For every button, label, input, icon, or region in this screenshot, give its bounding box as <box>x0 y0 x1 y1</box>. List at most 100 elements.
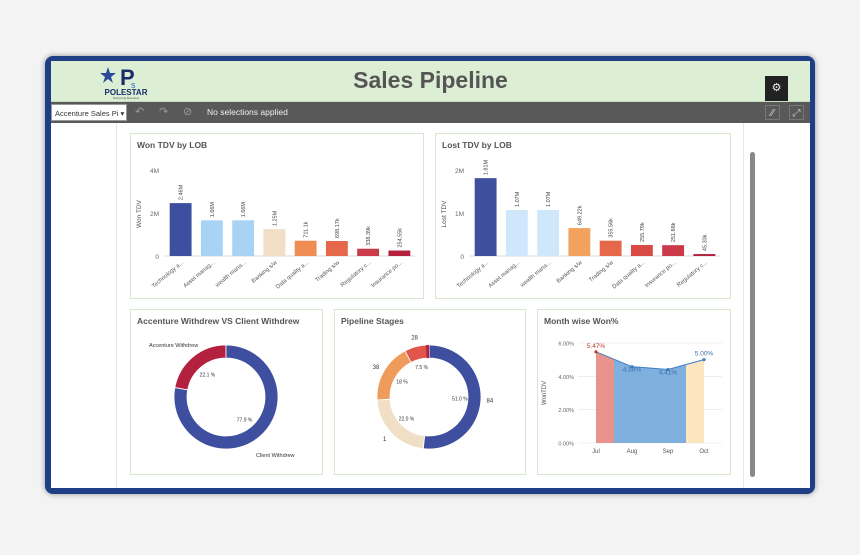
month-xtick: Sep <box>663 449 674 455</box>
month-ytick: 6.00% <box>558 342 574 348</box>
withdraw-pct-label: 22.1 % <box>200 373 216 379</box>
won-ylabel: Won TDV <box>136 199 143 228</box>
month-point <box>630 365 634 369</box>
lost-bar-label: 1.07M <box>546 191 552 207</box>
month-title: Month wise Won% <box>544 316 619 326</box>
month-ytick: 2.00% <box>558 408 574 414</box>
month-line <box>595 351 705 371</box>
month-area-segment <box>650 364 686 443</box>
month-point-label: 4.58% <box>623 367 642 374</box>
pipeline-count-label: 28 <box>411 336 418 342</box>
app-selector-value: Accenture Sales Pi <box>55 109 119 118</box>
pipeline-count-label: 38 <box>373 365 380 371</box>
pipeline-pct-label: 22.0 % <box>399 416 415 422</box>
month-xtick: Aug <box>627 449 638 455</box>
won-bar <box>169 203 192 256</box>
lost-category-label: wealth mana... <box>519 260 553 290</box>
month-xtick: Jul <box>592 449 600 455</box>
won-ytick: 4M <box>150 168 159 175</box>
lost-bar <box>662 245 685 256</box>
svg-text:P: P <box>120 65 135 89</box>
expand-icon[interactable]: ⤢ <box>789 105 804 120</box>
selection-status: No selections applied <box>207 107 288 117</box>
pipeline-count-label: 1 <box>383 437 387 443</box>
lost-category-label: Data quality a... <box>611 260 646 291</box>
lost-bar <box>599 240 622 256</box>
month-point-label: 4.41% <box>659 370 678 377</box>
lost-ylabel: Lost TDV <box>441 200 448 228</box>
app-screen: P s POLESTAR Delivering Business Sales P… <box>51 61 810 488</box>
step-forward-icon[interactable]: ↷ <box>159 106 169 118</box>
lost-tdv-chart: 2M 1M 0 Lost TDV 1.81M Technology a... 1.07M As… <box>441 159 720 291</box>
won-bar <box>263 229 286 256</box>
lost-category-label: Banking s/w <box>556 259 584 284</box>
won-bar <box>325 240 348 256</box>
app-selector-dropdown[interactable]: Accenture Sales Pi ▾ <box>51 104 127 121</box>
month-point <box>594 350 598 354</box>
lost-bar <box>505 209 528 256</box>
lost-bar <box>693 254 716 256</box>
won-category-label: Regulatory c... <box>340 260 373 289</box>
won-bar-label: 1.25M <box>272 210 278 226</box>
pipeline-slice <box>376 350 412 401</box>
month-panel[interactable]: Month wise Won% 6.00% 4.00% 2.00% 0.00% WonT… <box>537 309 731 475</box>
clear-selections-icon[interactable]: ⊘ <box>183 106 193 118</box>
won-bar-label: 1.66M <box>210 202 216 218</box>
month-point <box>702 358 706 362</box>
won-category-label: Data quality a... <box>275 260 310 291</box>
withdraw-pct-label: 77.9 % <box>237 417 253 423</box>
lost-bar <box>568 228 591 256</box>
month-ytick: 4.00% <box>558 375 574 381</box>
polestar-logo: P s POLESTAR Delivering Business <box>96 65 156 100</box>
lost-bar-label: 255.79k <box>640 222 646 242</box>
lost-tdv-panel[interactable]: Lost TDV by LOB 2M 1M 0 Lost TDV 1.81M Techno… <box>435 133 731 299</box>
month-ylabel: WonTDV <box>542 381 548 405</box>
won-category-label: Technology a... <box>151 260 185 290</box>
won-bar-label: 338.39k <box>366 226 372 246</box>
won-bar-label: 1.66M <box>241 202 247 218</box>
pipeline-panel[interactable]: Pipeline Stages 51.0 % 84 22.0 % 1 18 % 38 7.5… <box>334 309 526 475</box>
lost-category-label: Insurance po... <box>644 260 678 289</box>
svg-text:s: s <box>131 80 136 89</box>
won-bar <box>232 220 255 256</box>
won-category-label: Insurance po... <box>370 260 404 289</box>
won-tdv-panel[interactable]: Won TDV by LOB 4M 2M 0 Won TDV 2.46M Technolo… <box>130 133 424 299</box>
withdraw-slice <box>174 344 227 391</box>
month-point-label: 5.47% <box>587 343 606 350</box>
vertical-scrollbar[interactable] <box>750 152 755 477</box>
lost-bar <box>537 209 560 256</box>
step-back-icon[interactable]: ↶ <box>135 106 145 118</box>
edit-icon[interactable]: ⁄⁄ <box>765 105 780 120</box>
month-area-segment <box>614 359 650 443</box>
won-bar <box>388 250 411 256</box>
selection-toolbar: Accenture Sales Pi ▾ ↶ ↷ ⊘ No selections… <box>51 102 810 123</box>
won-category-label: wealth mana... <box>214 260 248 290</box>
pipeline-pct-label: 51.0 % <box>452 397 468 403</box>
won-category-label: Banking s/w <box>251 259 279 284</box>
withdraw-donut-chart: 22.1 % 77.9 % Accenture Withdrew Client Wit… <box>149 343 295 459</box>
withdraw-category-label: Accenture Withdrew <box>149 343 198 349</box>
pipeline-title: Pipeline Stages <box>341 316 404 326</box>
won-bar-label: 2.46M <box>179 184 185 200</box>
logo-subtext: Delivering Business <box>112 96 140 100</box>
lost-category-label: Trading s/w <box>588 259 615 283</box>
lost-category-label: Regulatory c... <box>676 260 709 289</box>
lost-bar <box>630 244 653 256</box>
withdraw-slice <box>173 344 279 450</box>
won-bar <box>200 220 223 256</box>
withdraw-title: Accenture Withdrew VS Client Withdrew <box>137 316 300 326</box>
withdraw-panel[interactable]: Accenture Withdrew VS Client Withdrew 22… <box>130 309 323 475</box>
settings-icon[interactable]: ⚙ <box>765 76 788 101</box>
lost-ytick: 2M <box>455 168 464 175</box>
lost-ytick: 1M <box>455 211 464 218</box>
lost-bar-label: 45.33k <box>702 234 708 251</box>
won-tdv-chart: 4M 2M 0 Won TDV 2.46M Technology a... 1.66M Ass… <box>136 168 415 291</box>
month-area-segment <box>596 351 614 443</box>
lost-ytick: 0 <box>460 254 464 261</box>
pipeline-donut-chart: 51.0 % 84 22.0 % 1 18 % 38 7.5 % 28 <box>373 336 494 450</box>
won-bar <box>357 248 380 256</box>
lost-bar-label: 649.22k <box>577 205 583 225</box>
won-ytick: 0 <box>155 254 159 261</box>
won-bar-label: 254.55k <box>397 228 403 248</box>
month-area-segment <box>686 359 704 443</box>
